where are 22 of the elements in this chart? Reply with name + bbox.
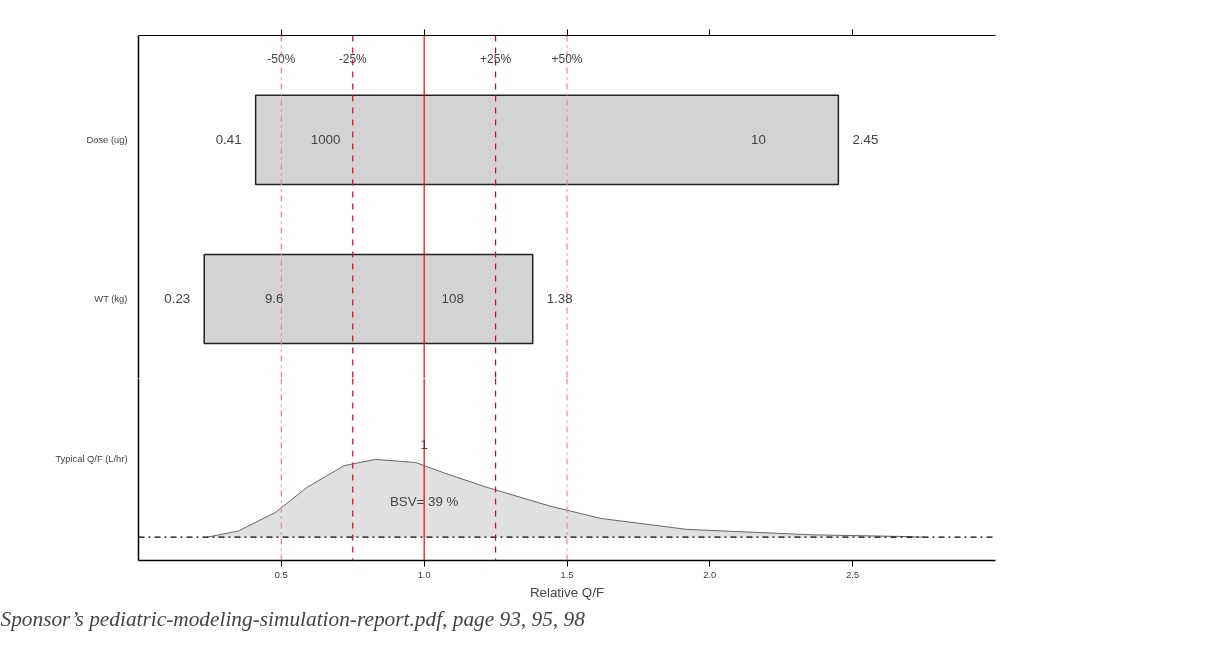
annotation: 9.6 xyxy=(264,291,284,307)
annotation: -25% xyxy=(338,51,368,66)
annotation: 10 xyxy=(750,132,766,148)
annotation: -50% xyxy=(267,51,296,66)
annotation: +25% xyxy=(480,51,512,66)
annotation: 1.38 xyxy=(546,291,573,307)
y-axis-title: Typical Q/F (L/hr) xyxy=(55,454,128,465)
x-tick-label: 1.5 xyxy=(560,569,574,580)
x-tick-label: 2.5 xyxy=(846,569,860,580)
x-tick-label: 1.0 xyxy=(417,569,431,580)
y-tick-label: WT (kg) xyxy=(94,293,128,304)
x-axis-title: Relative Q/F xyxy=(529,584,605,600)
x-tick-label: 0.5 xyxy=(274,569,288,580)
y-tick-label: Dose (ug) xyxy=(86,134,128,145)
annotation: 0.23 xyxy=(164,291,191,307)
x-tick-label: 2.0 xyxy=(703,569,717,580)
annotation: 108 xyxy=(441,291,464,307)
annotation: 1000 xyxy=(310,132,341,148)
text: Sponsor’s pediatric-modeling-simulation-report.pdf, page 93, 95, 98 xyxy=(0,606,586,631)
annotation: 2.45 xyxy=(852,132,879,148)
annotation: +50% xyxy=(551,51,583,66)
annotation: 0.41 xyxy=(215,132,242,148)
